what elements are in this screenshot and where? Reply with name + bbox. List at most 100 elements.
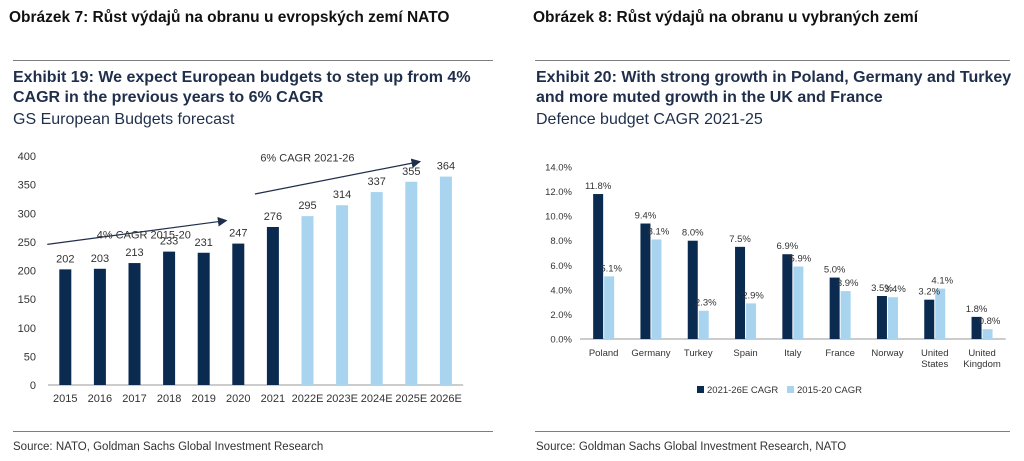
left-exhibit-panel: Obrázek 7: Růst výdajů na obranu u evrop… <box>9 9 493 453</box>
x-tick-label: 2016 <box>88 393 112 405</box>
bar-2021 <box>266 226 279 385</box>
bottom-rule <box>13 431 493 432</box>
bar-France-2021-26 <box>829 277 840 339</box>
cagr-annotation: 6% CAGR 2021-26 <box>260 153 354 165</box>
y-tick-label: 150 <box>18 294 36 306</box>
bar-United Kingdom-2015-20 <box>982 329 993 339</box>
y-tick-label: 14.0% <box>545 163 572 174</box>
bar-United States-2015-20 <box>935 288 946 339</box>
y-tick-label: 100 <box>18 323 36 335</box>
bar-value-label: 314 <box>333 189 351 201</box>
bar-Norway-2015-20 <box>887 297 898 339</box>
bottom-rule <box>535 431 1010 432</box>
bar-2023E <box>336 205 349 385</box>
exhibit-20-subtitle: Defence budget CAGR 2021-25 <box>536 111 763 128</box>
bar-Spain-2021-26 <box>735 246 746 339</box>
bar-value-label: 3.4% <box>884 284 906 295</box>
bar-value-label: 8.1% <box>648 226 670 237</box>
x-tick-label: Turkey <box>684 348 713 359</box>
bar-value-label: 233 <box>160 236 178 248</box>
y-tick-label: 400 <box>18 151 36 163</box>
top-rule <box>13 60 493 61</box>
bar-value-label: 247 <box>229 228 247 240</box>
exhibit-19-title: Exhibit 19: We expect European budgets t… <box>13 69 471 106</box>
bar-value-label: 5.9% <box>790 254 812 265</box>
bar-2016 <box>93 268 106 385</box>
bar-value-label: 355 <box>402 166 420 178</box>
bar-Spain-2015-20 <box>746 303 757 339</box>
bar-value-label: 8.0% <box>682 228 704 239</box>
y-tick-label: 2.0% <box>550 310 572 321</box>
cagr-arrow <box>254 158 422 195</box>
bar-2020 <box>232 243 245 385</box>
legend-swatch <box>787 386 794 393</box>
bar-United States-2021-26 <box>924 299 935 339</box>
source-note: Source: Goldman Sachs Global Investment … <box>536 441 847 453</box>
bar-2026E <box>439 176 452 385</box>
bar-Germany-2021-26 <box>640 223 651 339</box>
y-tick-label: 300 <box>18 208 36 220</box>
x-tick-label: 2019 <box>191 393 215 405</box>
x-tick-label: 2021 <box>261 393 285 405</box>
y-tick-label: 10.0% <box>545 212 572 223</box>
budget-forecast-chart: 0 50 100 150 200 250 300 350 400 202 2015 203 2016 21… <box>18 151 464 405</box>
bar-value-label: 213 <box>125 247 143 259</box>
bar-2022E <box>301 216 314 385</box>
bar-value-label: 337 <box>368 176 386 188</box>
legend-label: 2015-20 CAGR <box>797 385 862 396</box>
x-tick-label: 2017 <box>122 393 146 405</box>
bar-value-label: 276 <box>264 211 282 223</box>
source-note: Source: NATO, Goldman Sachs Global Inves… <box>13 441 324 453</box>
x-tick-label: Norway <box>871 348 903 359</box>
bar-value-label: 3.2% <box>918 287 940 298</box>
x-tick-label: 2018 <box>157 393 181 405</box>
bar-value-label: 231 <box>195 237 213 249</box>
bar-2025E <box>405 181 418 385</box>
x-tick-label: Germany <box>631 348 670 359</box>
bar-value-label: 202 <box>56 253 74 265</box>
country-cagr-chart: 0.0% 2.0% 4.0% 6.0% 8.0% 10.0% 12.0% 14.0% 11.8%… <box>545 163 1006 396</box>
y-tick-label: 12.0% <box>545 187 572 198</box>
bar-value-label: 2.3% <box>695 298 717 309</box>
bar-2018 <box>163 251 176 385</box>
x-tick-label: Poland <box>589 348 619 359</box>
bar-Turkey-2021-26 <box>687 240 698 339</box>
cagr-arrow <box>47 216 228 245</box>
bar-value-label: 6.9% <box>777 241 799 252</box>
x-tick-label: 2023E <box>326 393 358 405</box>
bar-value-label: 2.9% <box>742 290 764 301</box>
bar-2019 <box>197 252 210 385</box>
legend-swatch <box>697 386 704 393</box>
bar-Turkey-2015-20 <box>698 310 709 339</box>
bar-Italy-2015-20 <box>793 266 804 339</box>
bar-value-label: 9.4% <box>635 211 657 222</box>
legend-label: 2021-26E CAGR <box>707 385 778 396</box>
x-tick-label: United States <box>921 348 948 370</box>
y-tick-label: 0.0% <box>550 335 572 346</box>
bar-Poland-2015-20 <box>604 276 615 339</box>
bar-value-label: 295 <box>298 200 316 212</box>
y-tick-label: 4.0% <box>550 285 572 296</box>
bar-value-label: 5.0% <box>824 265 846 276</box>
x-tick-label: 2025E <box>395 393 427 405</box>
y-tick-label: 200 <box>18 266 36 278</box>
x-tick-label: Italy <box>784 348 802 359</box>
bar-Italy-2021-26 <box>782 254 793 339</box>
figure-caption-7: Obrázek 7: Růst výdajů na obranu u evrop… <box>9 9 450 26</box>
exhibit-19-subtitle: GS European Budgets forecast <box>13 111 235 128</box>
bar-2017 <box>128 263 141 385</box>
x-tick-label: 2020 <box>226 393 250 405</box>
bar-value-label: 4.1% <box>931 276 953 287</box>
x-tick-label: Spain <box>733 348 757 359</box>
right-exhibit-panel: Obrázek 8: Růst výdajů na obranu u vybra… <box>512 0 1024 461</box>
bar-value-label: 0.8% <box>979 316 1001 327</box>
bar-value-label: 203 <box>91 253 109 265</box>
x-tick-label: 2022E <box>292 393 324 405</box>
exhibit-20-title: Exhibit 20: With strong growth in Poland… <box>536 69 1012 106</box>
bar-value-label: 1.8% <box>966 304 988 315</box>
bar-Germany-2015-20 <box>651 239 662 339</box>
bar-value-label: 3.9% <box>837 278 859 289</box>
x-tick-label: France <box>825 348 855 359</box>
bar-value-label: 3.5% <box>871 283 893 294</box>
bar-2024E <box>370 192 383 385</box>
